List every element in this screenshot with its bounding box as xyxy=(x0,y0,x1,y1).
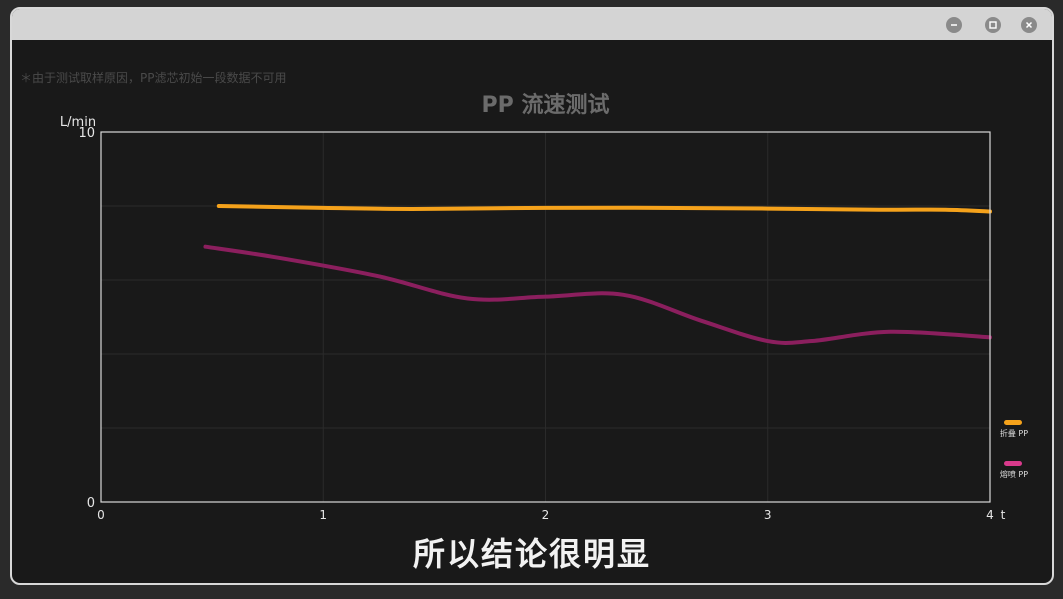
x-tick-label: 3 xyxy=(764,508,772,520)
x-tick-label: 0 xyxy=(97,508,105,520)
close-icon xyxy=(1025,21,1033,29)
y-tick-label: 0 xyxy=(87,496,95,511)
legend-label: 折叠 PP xyxy=(1000,428,1028,438)
x-tick-label: 1 xyxy=(319,508,327,520)
plot-frame xyxy=(100,131,991,503)
minimize-icon xyxy=(951,24,957,26)
close-button[interactable] xyxy=(1021,17,1037,33)
sampling-note: ＊由于测试取样原因，PP滤芯初始一段数据不可用 xyxy=(20,71,287,85)
maximize-icon xyxy=(989,21,997,29)
legend-swatch xyxy=(1004,461,1022,466)
x-axis-label: t xyxy=(1001,508,1006,520)
subtitle-caption: 所以结论很明显 xyxy=(412,535,651,573)
y-tick-label: 10 xyxy=(78,126,95,141)
x-tick-label: 4 xyxy=(986,508,994,520)
legend-label: 熔喷 PP xyxy=(1000,469,1028,479)
series-line-meltblown-pp xyxy=(203,244,992,345)
legend-swatch xyxy=(1004,420,1022,425)
maximize-button[interactable] xyxy=(985,17,1001,33)
x-tick-label: 2 xyxy=(542,508,550,520)
series-line-folded-pp xyxy=(216,204,992,214)
app-window: ＊由于测试取样原因，PP滤芯初始一段数据不可用 PP 流速测试 L/min 0 10 0… xyxy=(10,7,1054,585)
title-bar xyxy=(12,9,1052,40)
y-axis-label: L/min xyxy=(60,115,96,130)
chart-title: PP 流速测试 xyxy=(482,92,610,118)
minimize-button[interactable] xyxy=(946,17,962,33)
flow-rate-chart: PP 流速测试 L/min 0 10 0 1 2 3 4 t 折叠 PP 熔喷 PP xyxy=(60,92,1028,520)
